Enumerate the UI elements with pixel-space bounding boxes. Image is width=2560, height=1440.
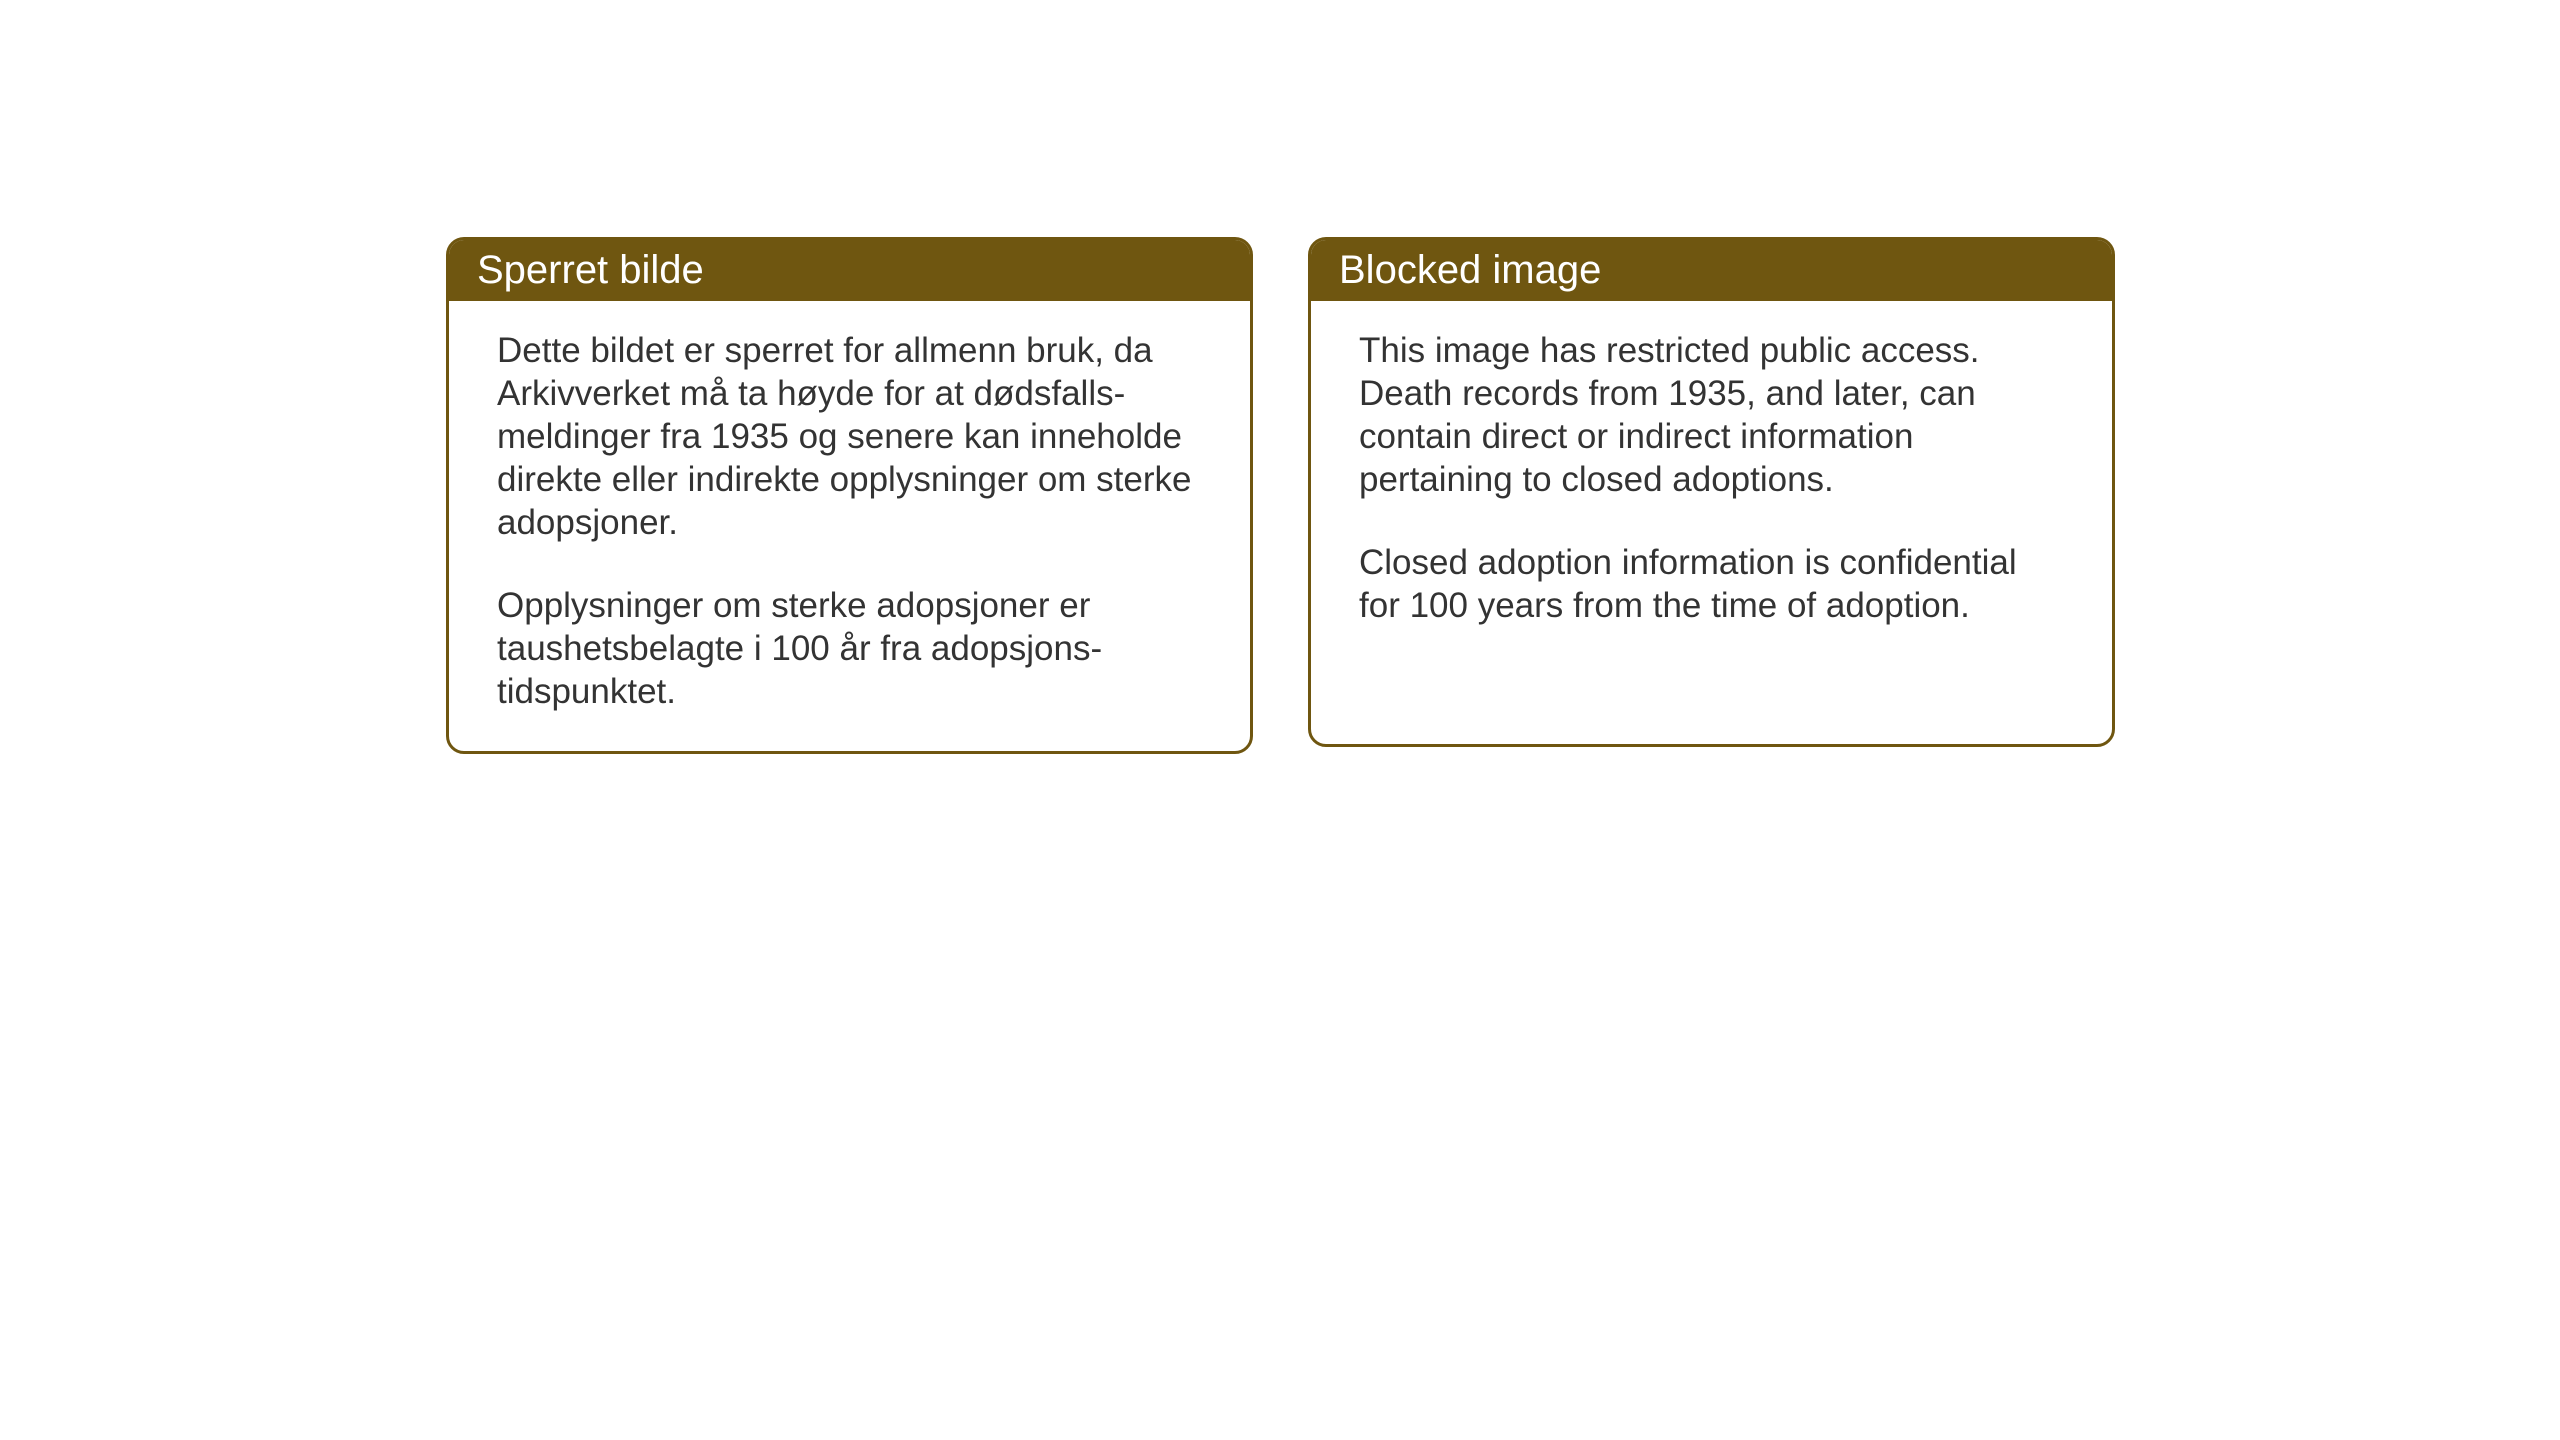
cards-container: Sperret bilde Dette bildet er sperret fo…	[446, 237, 2115, 754]
card-paragraph-2-norwegian: Opplysninger om sterke adopsjoner er tau…	[497, 584, 1202, 713]
card-body-norwegian: Dette bildet er sperret for allmenn bruk…	[449, 301, 1250, 751]
card-title-norwegian: Sperret bilde	[477, 248, 704, 292]
card-title-english: Blocked image	[1339, 248, 1601, 292]
card-header-norwegian: Sperret bilde	[449, 240, 1250, 301]
card-paragraph-2-english: Closed adoption information is confident…	[1359, 541, 2064, 627]
card-header-english: Blocked image	[1311, 240, 2112, 301]
card-paragraph-1-english: This image has restricted public access.…	[1359, 329, 2064, 501]
card-body-english: This image has restricted public access.…	[1311, 301, 2112, 665]
card-english: Blocked image This image has restricted …	[1308, 237, 2115, 747]
card-paragraph-1-norwegian: Dette bildet er sperret for allmenn bruk…	[497, 329, 1202, 544]
card-norwegian: Sperret bilde Dette bildet er sperret fo…	[446, 237, 1253, 754]
